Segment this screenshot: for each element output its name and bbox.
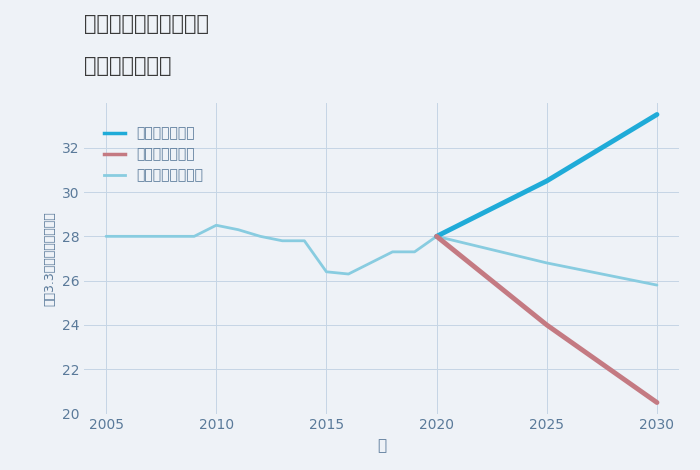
X-axis label: 年: 年 [377, 438, 386, 453]
Text: 愛知県碧南市新道町の: 愛知県碧南市新道町の [84, 14, 209, 34]
Y-axis label: 平（3.3㎡）単価（万円）: 平（3.3㎡）単価（万円） [43, 211, 56, 306]
Text: 土地の価格推移: 土地の価格推移 [84, 56, 172, 77]
Legend: グッドシナリオ, バッドシナリオ, ノーマルシナリオ: グッドシナリオ, バッドシナリオ, ノーマルシナリオ [97, 120, 210, 189]
